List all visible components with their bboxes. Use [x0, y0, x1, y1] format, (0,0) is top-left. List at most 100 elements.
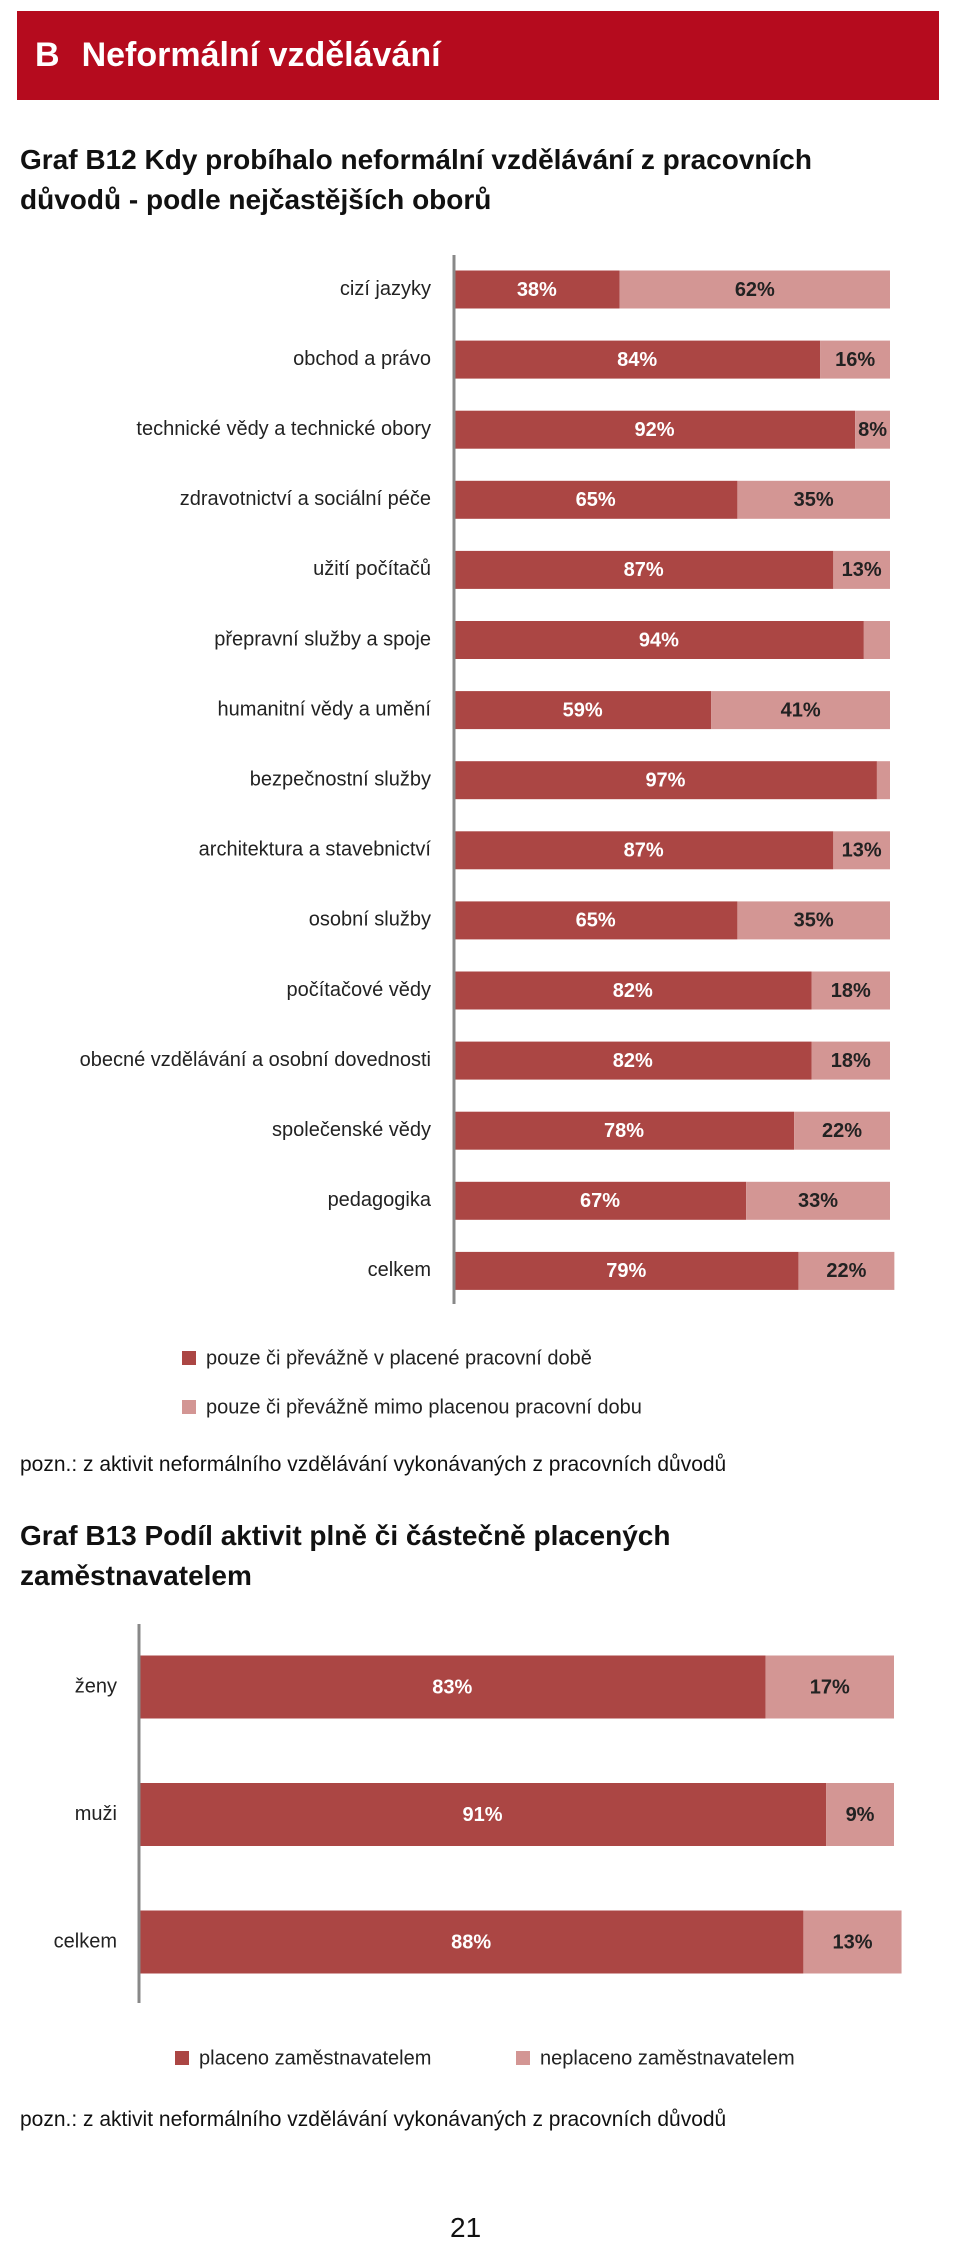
bar-segment	[454, 410, 856, 449]
bar-segment	[139, 1910, 804, 1974]
chart: ženy 83% 17% muži 91% 9% celkem 88% 13% placeno z…	[54, 1624, 902, 2069]
category-label: muži	[75, 1803, 117, 1825]
category-label: cizí jazyky	[340, 278, 431, 300]
value-label: 8%	[858, 419, 887, 441]
legend-swatch	[175, 2051, 189, 2065]
bar-segment	[619, 270, 890, 309]
value-label: 41%	[781, 699, 821, 721]
bar-segment	[737, 480, 890, 519]
category-label: bezpečnostní služby	[250, 768, 431, 790]
section-title: Neformální vzdělávání	[81, 36, 441, 74]
legend-label: placeno zaměstnavatelem	[199, 2047, 431, 2069]
bar-segment	[454, 1111, 795, 1150]
value-label: 13%	[842, 840, 882, 862]
bar-segment	[454, 691, 712, 730]
value-label: 84%	[617, 349, 657, 371]
value-label: 38%	[517, 279, 557, 301]
chart-title: Graf B12 Kdy probíhalo neformální vzdělá…	[20, 144, 812, 215]
value-label: 67%	[580, 1190, 620, 1212]
bar-segment	[803, 1910, 902, 1974]
category-label: ženy	[75, 1675, 117, 1697]
note: pozn.: z aktivit neformálního vzdělávání…	[20, 1453, 727, 1476]
value-label: 33%	[798, 1190, 838, 1212]
value-label: 87%	[624, 840, 664, 862]
bar-segment	[454, 480, 738, 519]
value-label: 65%	[576, 910, 616, 932]
bar-segment	[876, 761, 890, 800]
bar-segment	[454, 270, 620, 309]
value-label: 62%	[735, 279, 775, 301]
value-label: 82%	[613, 980, 653, 1002]
bar-segment	[711, 691, 890, 730]
value-label: 91%	[463, 1804, 503, 1826]
value-label: 79%	[606, 1260, 646, 1282]
bar-segment	[454, 621, 864, 659]
legend-swatch	[182, 1400, 196, 1414]
category-label: zdravotnictví a sociální péče	[180, 488, 431, 510]
chart-title: Graf B13 Podíl aktivit plně či částečně …	[20, 1520, 671, 1591]
bar-segment	[746, 1181, 890, 1220]
bar-segment	[454, 831, 834, 870]
value-label: 87%	[624, 559, 664, 581]
bar-segment	[798, 1251, 895, 1290]
value-label: 59%	[563, 699, 603, 721]
note: pozn.: z aktivit neformálního vzdělávání…	[20, 2108, 727, 2131]
value-label: 65%	[576, 489, 616, 511]
bar-segment	[454, 901, 738, 940]
value-label: 13%	[832, 1931, 872, 1953]
bar-segment	[737, 901, 890, 940]
category-label: přepravní služby a spoje	[214, 628, 431, 650]
bar-segment	[811, 1041, 890, 1080]
legend-label: pouze či převážně mimo placenou pracovní…	[206, 1396, 642, 1418]
category-label: humanitní vědy a umění	[218, 698, 432, 720]
category-label: společenské vědy	[272, 1119, 431, 1141]
value-label: 18%	[831, 980, 871, 1002]
value-label: 22%	[822, 1120, 862, 1142]
value-label: 88%	[451, 1931, 491, 1953]
value-label: 22%	[826, 1260, 866, 1282]
bar-segment	[139, 1655, 766, 1719]
bar-segment	[820, 340, 890, 379]
value-label: 16%	[835, 349, 875, 371]
bar-segment	[794, 1111, 890, 1150]
bar-segment	[833, 550, 890, 589]
legend-swatch	[182, 1351, 196, 1365]
value-label: 97%	[645, 769, 685, 791]
category-label: počítačové vědy	[286, 979, 431, 1001]
category-label: architektura a stavebnictví	[199, 839, 432, 861]
bar-segment	[454, 761, 877, 800]
legend-label: neplaceno zaměstnavatelem	[540, 2047, 795, 2069]
category-label: osobní služby	[309, 909, 431, 931]
value-label: 18%	[831, 1050, 871, 1072]
category-label: užití počítačů	[313, 558, 431, 580]
page-number: 21	[450, 2212, 482, 2243]
legend-swatch	[516, 2051, 530, 2065]
bar-segment	[454, 1251, 799, 1290]
bar-segment	[454, 971, 812, 1010]
value-label: 92%	[635, 419, 675, 441]
category-label: obchod a právo	[293, 348, 431, 370]
value-label: 94%	[639, 629, 679, 651]
bar-segment	[833, 831, 890, 870]
category-label: celkem	[368, 1259, 431, 1281]
bar-segment	[826, 1783, 894, 1846]
value-label: 9%	[846, 1804, 875, 1826]
chart: cizí jazyky 38% 62% obchod a právo 84% 16% tec…	[80, 255, 895, 1418]
category-label: obecné vzdělávání a osobní dovednosti	[80, 1049, 431, 1071]
bar-segment	[454, 1181, 747, 1220]
category-label: technické vědy a technické obory	[136, 418, 431, 440]
section-header: B Neformální vzdělávání	[17, 11, 939, 100]
category-label: celkem	[54, 1930, 117, 1952]
bar-segment	[454, 1041, 812, 1080]
bar-segment	[863, 621, 890, 659]
value-label: 78%	[604, 1120, 644, 1142]
bar-segment	[454, 340, 821, 379]
category-label: pedagogika	[328, 1189, 432, 1211]
value-label: 82%	[613, 1050, 653, 1072]
value-label: 35%	[794, 910, 834, 932]
bar-segment	[454, 550, 834, 589]
legend-label: pouze či převážně v placené pracovní dob…	[206, 1347, 592, 1369]
value-label: 83%	[432, 1676, 472, 1698]
value-label: 17%	[810, 1676, 850, 1698]
